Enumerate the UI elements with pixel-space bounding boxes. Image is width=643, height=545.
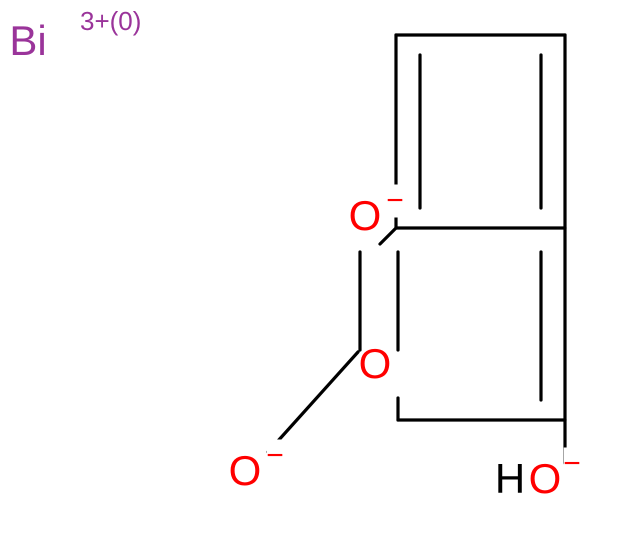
atom-label-o_top_neg: − <box>386 184 404 217</box>
bonds-layer <box>268 35 565 463</box>
atom-label-ho_neg: − <box>563 447 581 480</box>
bond-14 <box>380 228 396 244</box>
atom-label-o_top: O <box>349 192 382 239</box>
atom-label-o_bot: O <box>229 447 262 494</box>
chemical-structure-diagram: Bi3+(0)O−OO−OH− <box>0 0 643 545</box>
atom-label-bi_charge: 3+(0) <box>80 6 141 36</box>
atom-label-ho: O <box>529 455 562 502</box>
bond-12 <box>268 352 358 452</box>
atom-label-bi: Bi <box>9 17 46 64</box>
atom-label-ho_h_black: H <box>495 455 525 502</box>
atom-label-o_bot_neg: − <box>266 439 284 472</box>
atom-label-o_mid: O <box>359 340 392 387</box>
atoms-layer: Bi3+(0)O−OO−OH− <box>5 6 581 504</box>
